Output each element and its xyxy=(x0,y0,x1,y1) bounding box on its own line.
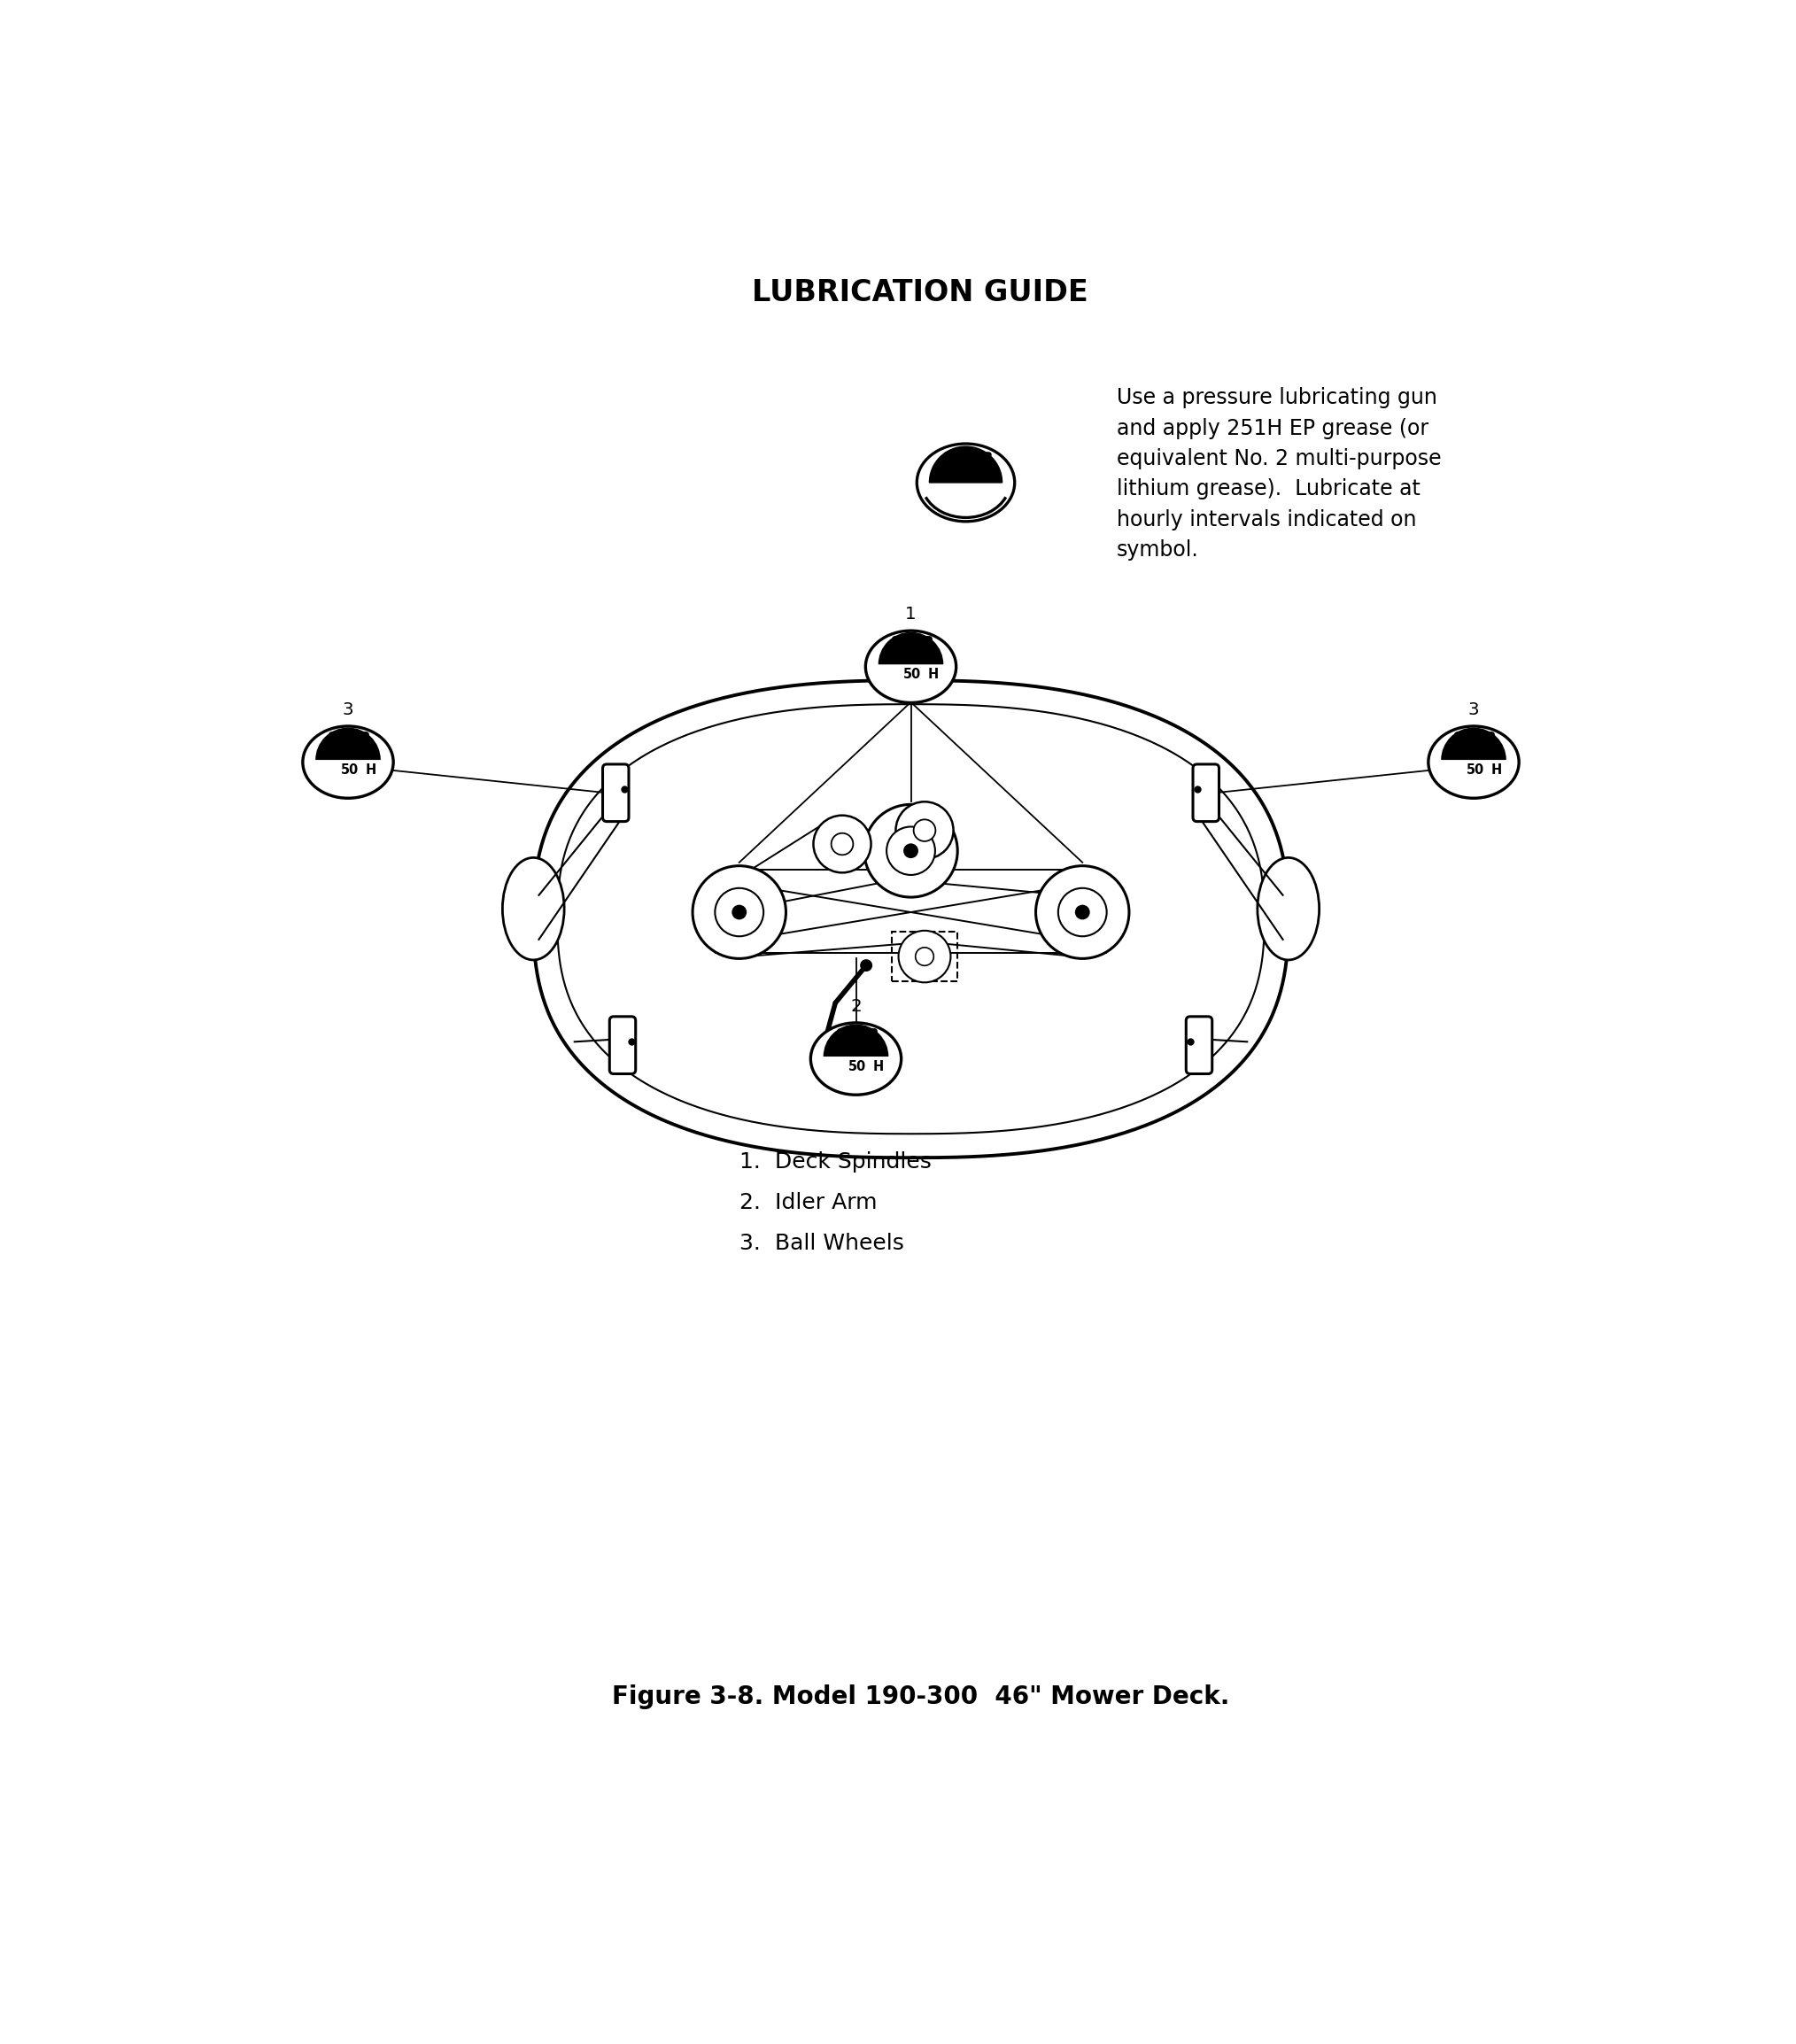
Circle shape xyxy=(1036,867,1130,959)
Text: H: H xyxy=(873,1059,884,1073)
Ellipse shape xyxy=(503,858,564,961)
Wedge shape xyxy=(878,632,943,664)
Circle shape xyxy=(903,844,918,858)
Ellipse shape xyxy=(866,632,955,703)
Circle shape xyxy=(1076,905,1090,920)
Text: LUBRICATION GUIDE: LUBRICATION GUIDE xyxy=(753,278,1088,307)
Text: 50: 50 xyxy=(903,668,921,681)
Circle shape xyxy=(1058,887,1106,936)
Wedge shape xyxy=(1440,728,1507,760)
Text: 1.  Deck Spindles: 1. Deck Spindles xyxy=(740,1151,932,1171)
FancyBboxPatch shape xyxy=(1193,764,1219,822)
Text: 50: 50 xyxy=(341,762,359,777)
Text: 2.  Idler Arm: 2. Idler Arm xyxy=(740,1192,876,1212)
Ellipse shape xyxy=(1428,726,1519,799)
Bar xyxy=(893,932,957,981)
Circle shape xyxy=(864,805,957,897)
Circle shape xyxy=(887,826,936,875)
Text: 3: 3 xyxy=(343,701,354,717)
Circle shape xyxy=(814,816,871,873)
Wedge shape xyxy=(823,1024,889,1057)
FancyBboxPatch shape xyxy=(609,1016,636,1073)
Text: 2: 2 xyxy=(850,997,862,1014)
Text: Use a pressure lubricating gun
and apply 251H EP grease (or
equivalent No. 2 mul: Use a pressure lubricating gun and apply… xyxy=(1117,386,1442,560)
FancyBboxPatch shape xyxy=(603,764,629,822)
Text: Figure 3-8. Model 190-300  46" Mower Deck.: Figure 3-8. Model 190-300 46" Mower Deck… xyxy=(612,1684,1228,1709)
Text: 3.  Ball Wheels: 3. Ball Wheels xyxy=(740,1233,903,1253)
Text: 3: 3 xyxy=(1467,701,1480,717)
Circle shape xyxy=(693,867,787,959)
Circle shape xyxy=(832,834,853,854)
Ellipse shape xyxy=(304,726,393,799)
Ellipse shape xyxy=(810,1022,902,1096)
Circle shape xyxy=(860,959,873,971)
Circle shape xyxy=(896,801,954,858)
Circle shape xyxy=(914,820,936,842)
Text: H: H xyxy=(929,668,939,681)
Circle shape xyxy=(715,887,763,936)
Wedge shape xyxy=(929,446,1002,482)
Text: H: H xyxy=(1491,762,1501,777)
Text: H: H xyxy=(365,762,375,777)
FancyBboxPatch shape xyxy=(1185,1016,1212,1073)
Circle shape xyxy=(916,948,934,965)
Text: 1: 1 xyxy=(905,605,916,623)
Circle shape xyxy=(731,905,747,920)
Circle shape xyxy=(898,930,950,983)
Text: 50: 50 xyxy=(848,1059,866,1073)
Wedge shape xyxy=(316,728,381,760)
Ellipse shape xyxy=(1257,858,1320,961)
Text: 50: 50 xyxy=(1466,762,1483,777)
